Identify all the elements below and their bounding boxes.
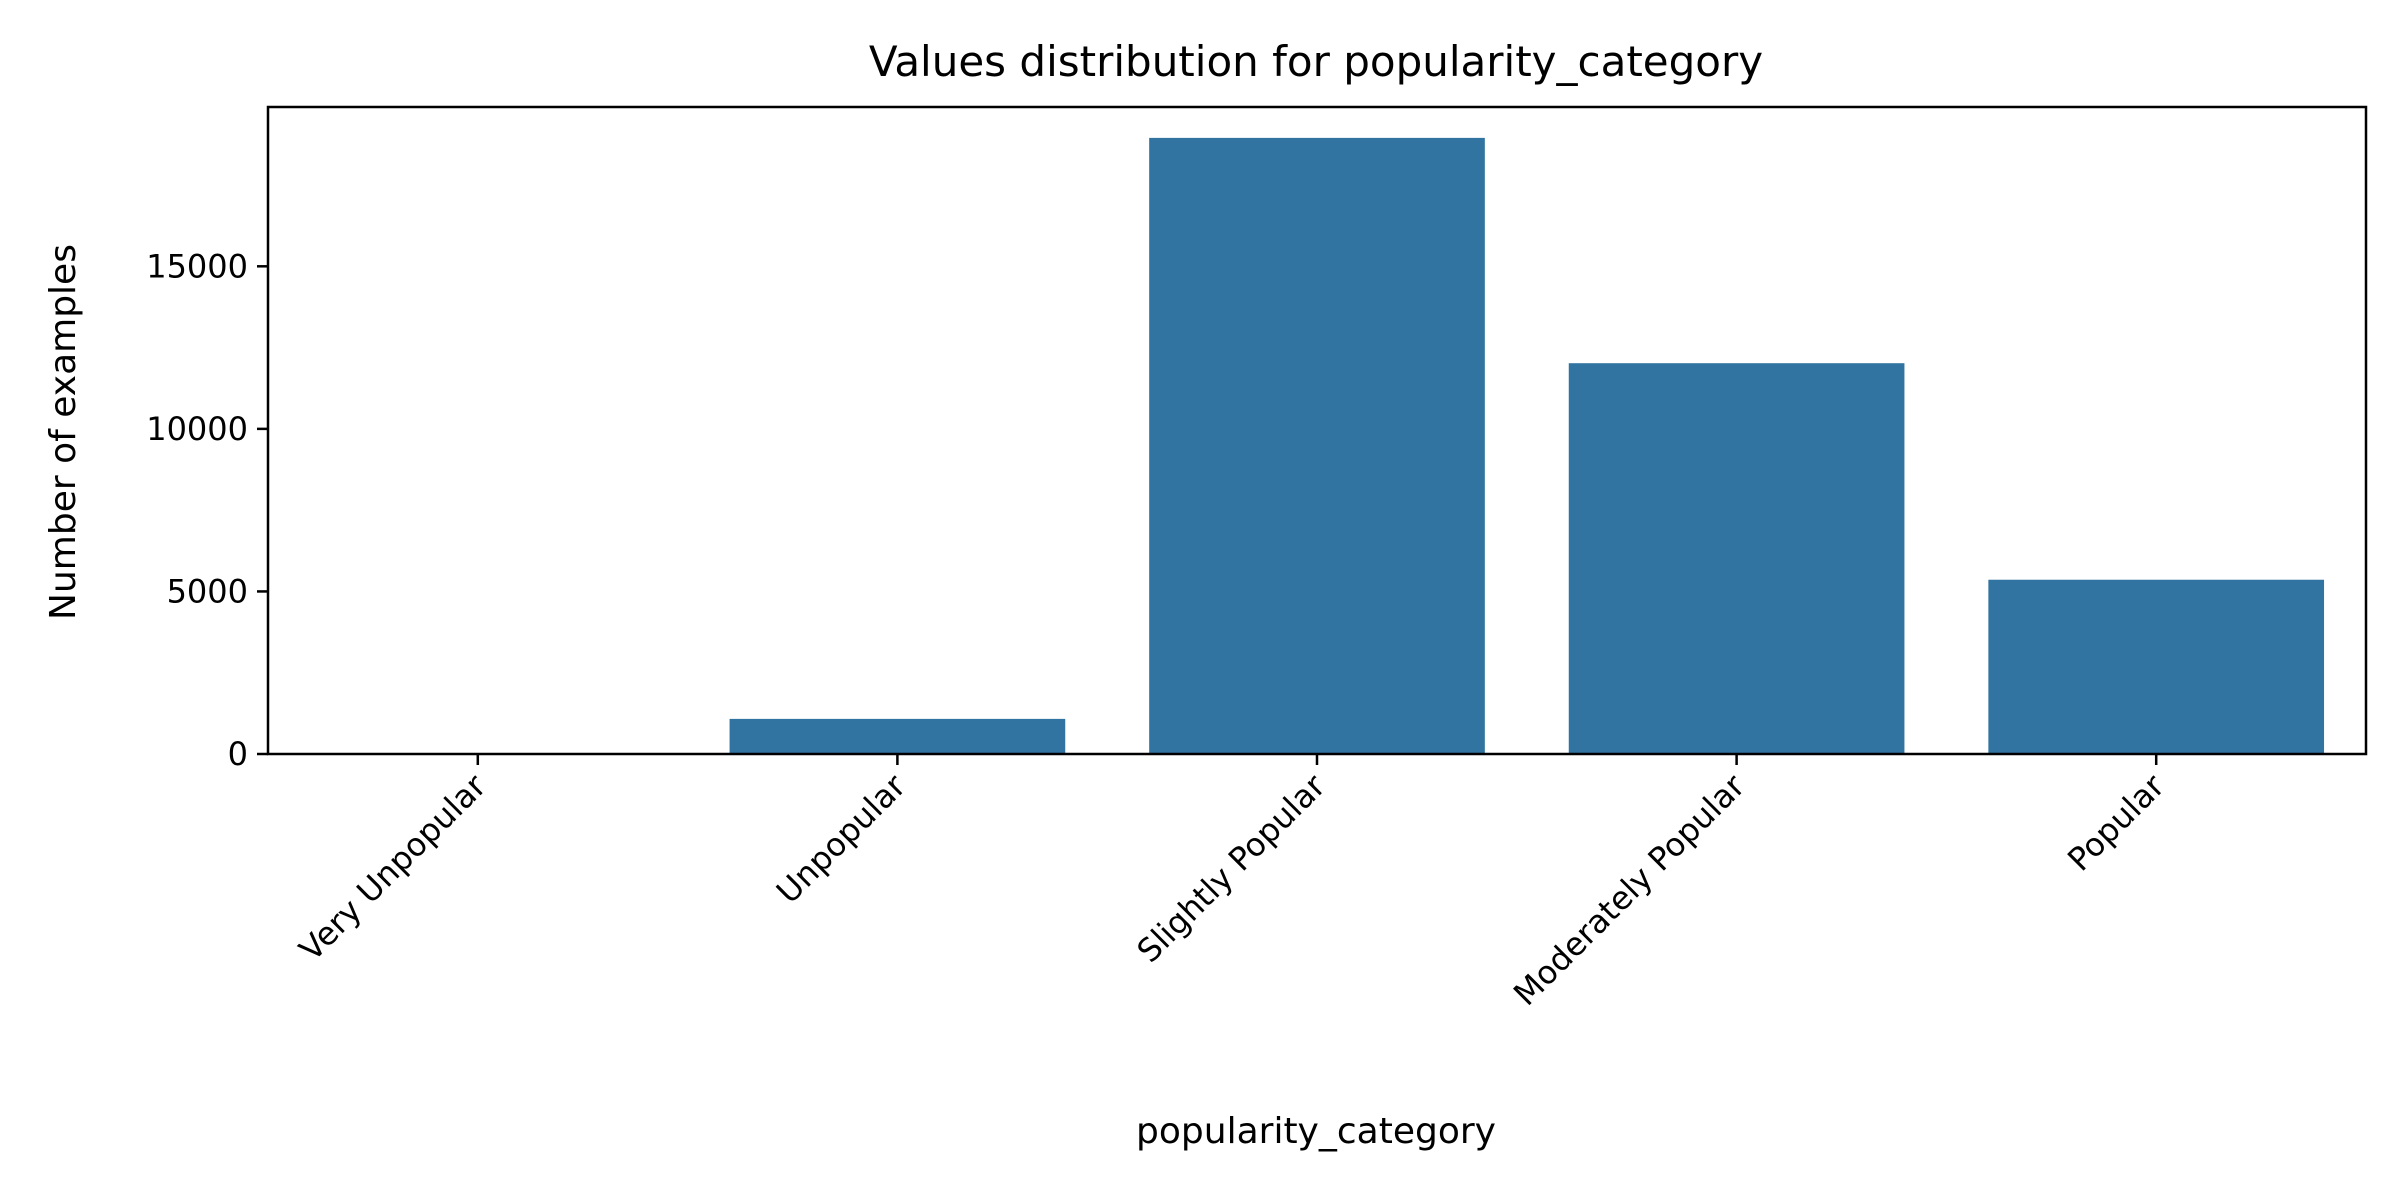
x-axis-title: popularity_category bbox=[1136, 1111, 1496, 1152]
y-tick-label: 10000 bbox=[146, 410, 248, 448]
bars-group bbox=[729, 137, 2325, 754]
y-tick-label: 5000 bbox=[167, 572, 248, 610]
y-axis-title: Number of examples bbox=[43, 244, 84, 620]
y-axis: 0 5000 10000 15000 bbox=[146, 247, 268, 773]
y-tick-label: 0 bbox=[228, 735, 248, 773]
chart-title: Values distribution for popularity_categ… bbox=[869, 37, 1763, 86]
bar bbox=[1149, 137, 1485, 754]
bar bbox=[729, 718, 1066, 754]
plot-frame bbox=[266, 105, 2368, 756]
bar bbox=[1568, 363, 1905, 754]
bar bbox=[1988, 579, 2325, 754]
y-tick-label: 15000 bbox=[146, 247, 248, 285]
